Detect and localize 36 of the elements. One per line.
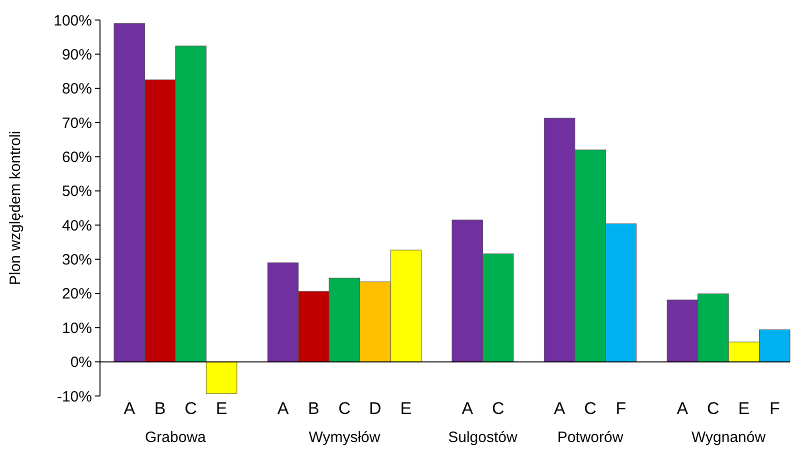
x-tick-label: C: [584, 398, 596, 418]
y-tick-label: 70%: [62, 114, 92, 132]
x-tick-label: F: [769, 398, 780, 418]
x-tick-label: A: [676, 398, 689, 418]
x-tick-label: C: [707, 398, 720, 418]
x-tick-label: A: [554, 398, 566, 418]
y-axis-title: Plon względem kontroli: [7, 130, 24, 286]
text: Sulgostów: [448, 429, 518, 446]
y-tick-label: 90%: [62, 46, 92, 64]
x-tick-label: C: [338, 398, 351, 418]
y-tick-label: 80%: [62, 80, 92, 98]
x-tick-label: A: [124, 398, 136, 418]
y-tick-label: 0%: [70, 354, 92, 372]
x-tick-label: E: [738, 398, 750, 418]
x-tick-label: B: [308, 398, 320, 418]
x-tick-label: E: [400, 398, 412, 418]
y-tick-label: -10%: [56, 388, 92, 406]
y-tick-label: 100%: [54, 12, 92, 30]
x-tick-label: B: [154, 398, 166, 418]
y-tick-label: 40%: [62, 217, 92, 234]
x-tick-label: C: [184, 398, 197, 418]
text: Wymysłów: [308, 429, 380, 446]
text: Grabowa: [145, 429, 207, 446]
y-tick-label: 10%: [62, 320, 92, 337]
y-tick-label: 20%: [62, 286, 92, 303]
y-tick-label: 30%: [62, 252, 92, 269]
x-tick-label: A: [462, 398, 474, 418]
x-tick-label: F: [616, 398, 626, 418]
y-tick-label: 50%: [62, 183, 92, 200]
x-tick-label: C: [492, 398, 504, 418]
text: Potworów: [557, 429, 624, 446]
y-tick-label: 60%: [62, 148, 92, 166]
x-tick-label: E: [216, 398, 228, 418]
x-tick-label: D: [369, 398, 382, 418]
text: Wygnanów: [692, 429, 766, 446]
x-tick-label: A: [277, 398, 290, 418]
